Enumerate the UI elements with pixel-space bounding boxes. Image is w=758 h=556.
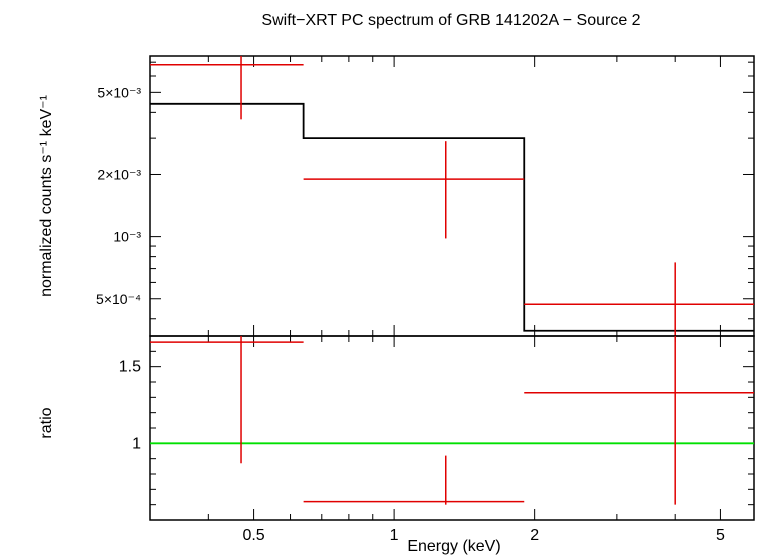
- y-tick-label: 10⁻³: [113, 229, 141, 245]
- y-tick-label: 1.5: [119, 359, 141, 376]
- ratio-panel: 1.5 1 0.5 1 2 5: [119, 335, 755, 544]
- x-tick-label: 2: [530, 527, 539, 544]
- x-tick-label: 1: [390, 527, 399, 544]
- y-tick-label: 2×10⁻³: [97, 166, 141, 182]
- x-tick-label: 5: [716, 527, 725, 544]
- y-tick-label: 5×10⁻³: [97, 84, 141, 100]
- chart-title: Swift−XRT PC spectrum of GRB 141202A − S…: [261, 12, 640, 29]
- y-tick-label: 1: [132, 435, 141, 452]
- model-step-line: [150, 102, 754, 332]
- x-tick-label: 0.5: [242, 527, 264, 544]
- y-tick-label: 5×10⁻⁴: [96, 291, 141, 307]
- spectrum-panel: 5×10⁻³ 2×10⁻³ 10⁻³ 5×10⁻⁴: [96, 55, 755, 337]
- y-axis-label-counts: normalized counts s⁻¹ keV⁻¹: [38, 95, 55, 297]
- y-axis-label-ratio: ratio: [38, 407, 55, 438]
- x-axis-label: Energy (keV): [407, 538, 500, 555]
